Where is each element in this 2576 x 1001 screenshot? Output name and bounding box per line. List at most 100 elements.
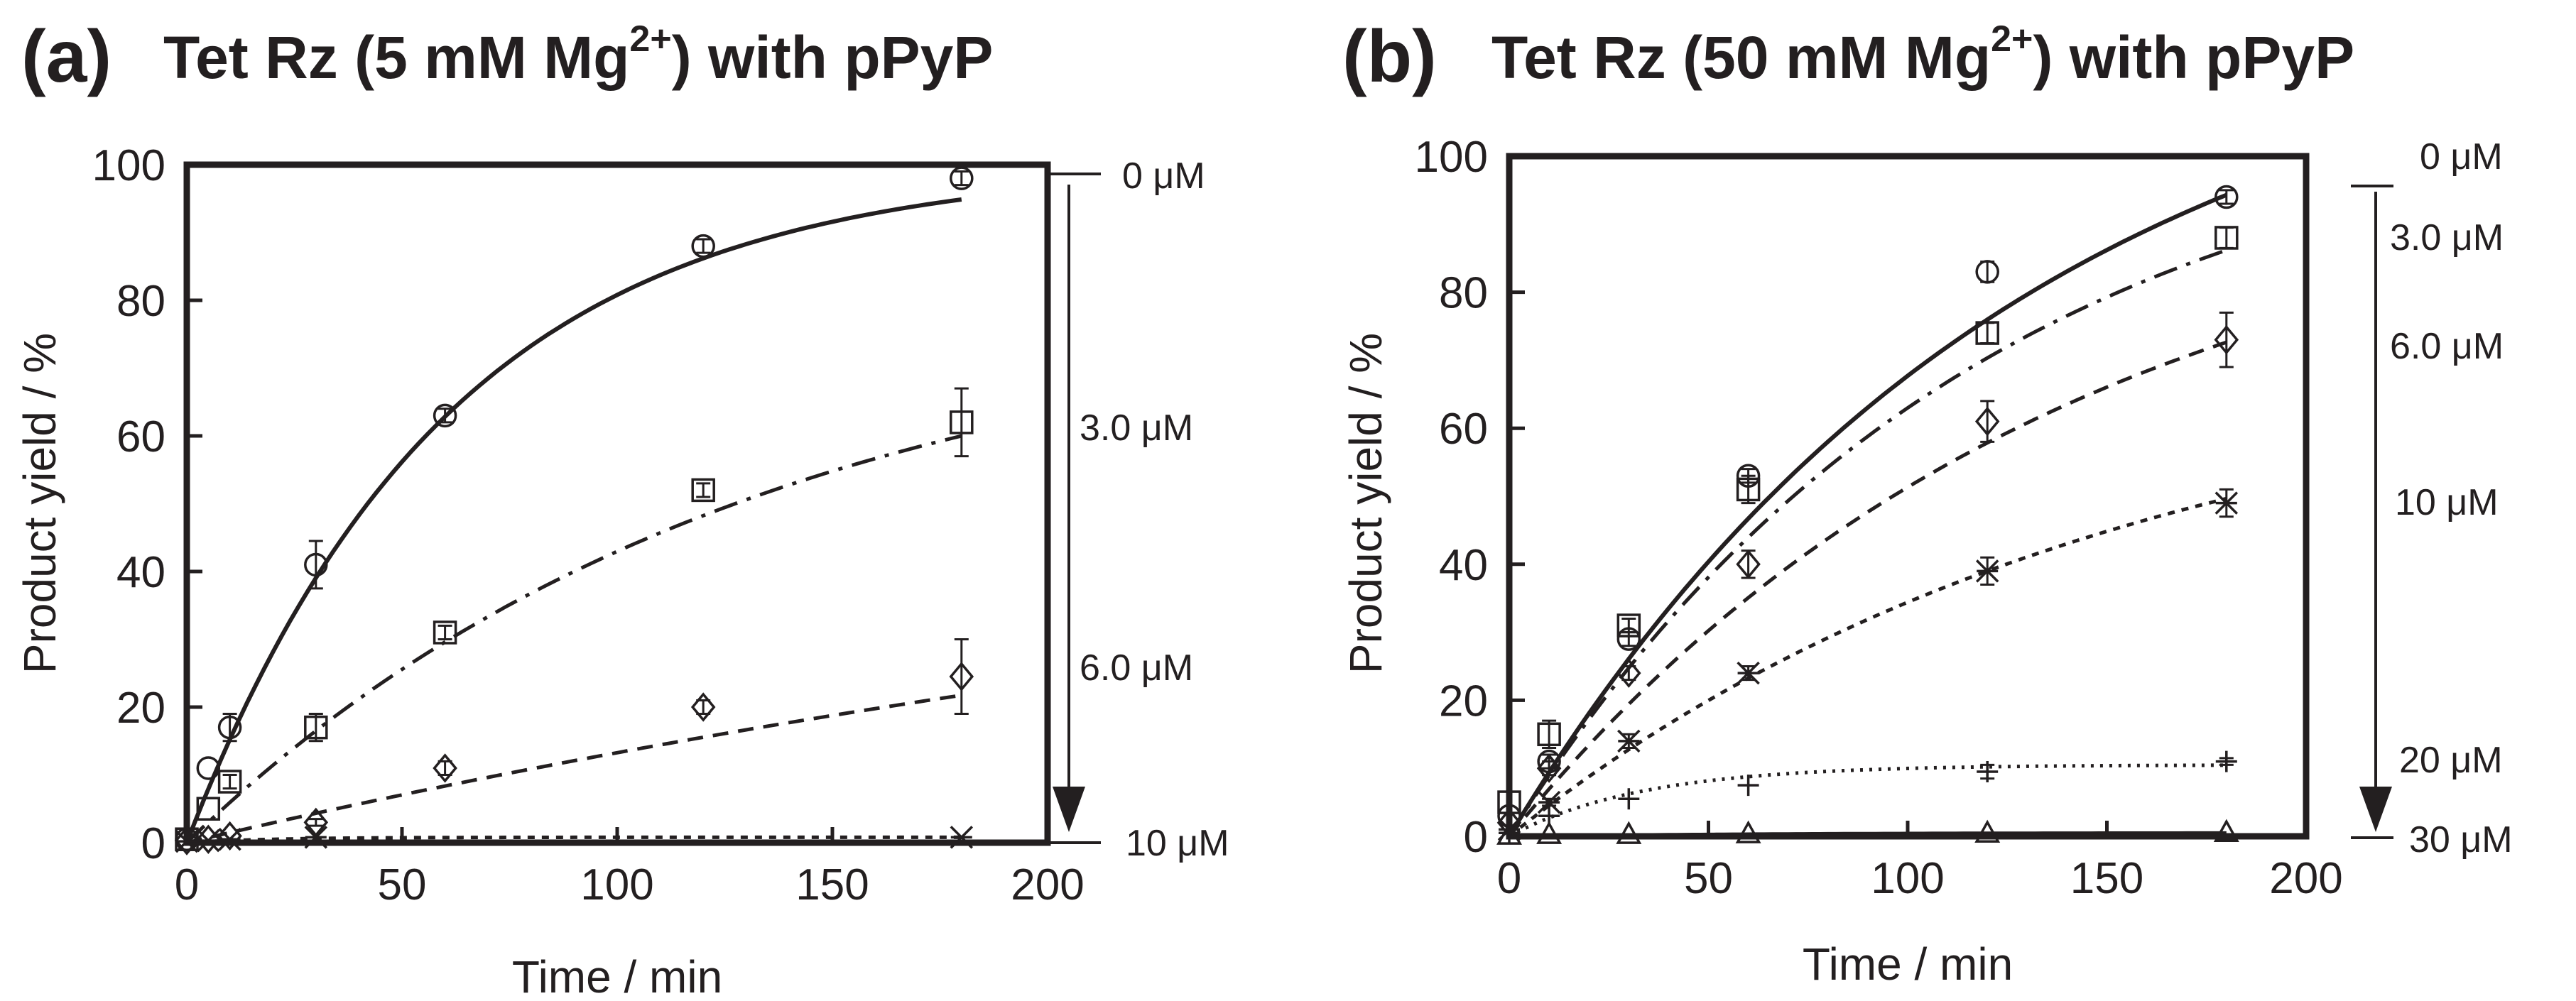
a-x-tick-label: 50 (378, 860, 427, 909)
panel-a-data-points (174, 166, 974, 855)
a-y-tick-label: 80 (116, 277, 165, 326)
a-series-0-point (196, 756, 221, 780)
a-x-tick-label: 200 (1011, 860, 1084, 909)
b-series-0-point (1975, 260, 1999, 284)
b-y-tick-label: 0 (1464, 813, 1488, 862)
panel-b-conc-label-0: 0 μM (2420, 136, 2503, 177)
b-series-2-point (2214, 311, 2239, 368)
panel-b-conc-label-2: 6.0 μM (2390, 326, 2504, 367)
panel-a-title: Tet Rz (5 mM Mg2+) with pPyP (163, 18, 993, 91)
a-series-2-point (303, 807, 329, 838)
a-series-3-point (197, 828, 220, 853)
b-series-1-point (1975, 321, 1999, 345)
panel-a-y-axis-label: Product yield / % (14, 333, 65, 674)
b-series-4-point (1737, 775, 1759, 797)
a-series-0-point (304, 540, 328, 590)
panel-a-label: (a) (21, 16, 112, 98)
b-y-tick-label: 20 (1439, 677, 1488, 726)
panel-b-conc-label-3: 10 μM (2395, 482, 2499, 523)
a-series-2-point (949, 638, 974, 716)
a-series-2-point (690, 692, 716, 722)
a-series-2-point (433, 753, 457, 783)
b-y-tick-label: 40 (1439, 541, 1488, 590)
b-series-1-point (1537, 719, 1561, 749)
b-series-3-point (2214, 488, 2239, 518)
b-series-5-point (1735, 820, 1761, 843)
a-series-0-point (691, 234, 715, 258)
panel-a-ticks: 0 50 100 150 200 0 20 40 60 80 100 (92, 141, 1085, 909)
a-fit-curve-1 (185, 434, 962, 844)
a-series-1-point (196, 797, 221, 821)
b-series-5-point (1496, 821, 1522, 845)
a-series-3-point (175, 829, 199, 853)
a-y-tick-label: 20 (116, 684, 165, 733)
a-y-tick-label: 100 (92, 141, 165, 190)
panel-b-x-axis-label: Time / min (1803, 939, 2013, 990)
b-series-3-point (1617, 729, 1641, 753)
panel-b-label: (b) (1342, 16, 1437, 98)
panel-b-conc-label-1: 3.0 μM (2390, 217, 2504, 258)
b-series-5-point (1616, 821, 1642, 844)
b-x-tick-label: 100 (1871, 854, 1944, 903)
a-x-tick-label: 150 (795, 860, 869, 909)
a-series-1-point (950, 387, 974, 458)
panel-a-x-axis-label: Time / min (512, 951, 722, 1001)
b-y-tick-label: 60 (1439, 405, 1488, 454)
a-fit-curve-2 (186, 693, 962, 845)
b-series-0-point (2214, 185, 2239, 209)
panel-b-conc-label-5: 30 μM (2409, 819, 2513, 860)
a-series-3-point (304, 826, 328, 849)
panel-a-conc-arrow-head (1053, 787, 1085, 832)
b-series-3-point (1537, 790, 1561, 814)
a-y-tick-label: 40 (116, 548, 165, 597)
b-fit-curve-1 (1507, 248, 2227, 838)
panel-b-conc-arrow-head (2359, 787, 2392, 832)
b-fit-curve-3 (1508, 496, 2227, 838)
b-series-3-point (1975, 556, 1999, 586)
a-series-2-point (174, 826, 200, 855)
a-series-0-point (217, 713, 242, 743)
a-series-1-point (217, 770, 242, 794)
panel-a-conc-label-0: 0 μM (1122, 155, 1205, 197)
b-series-5-point (1974, 819, 2001, 843)
a-series-0-point (950, 166, 974, 190)
b-x-tick-label: 200 (2269, 854, 2342, 903)
panel-b-conc-label-4: 20 μM (2399, 740, 2503, 781)
a-x-tick-label: 0 (175, 860, 199, 909)
b-series-4-point (1618, 788, 1640, 810)
panel-b-fit-curves (1507, 192, 2227, 838)
panel-a: (a) Tet Rz (5 mM Mg2+) with pPyP 0 50 100 1… (14, 16, 1229, 1001)
a-fit-curve-0 (185, 197, 962, 844)
b-series-3-point (1737, 661, 1760, 685)
panel-a-conc-label-1: 3.0 μM (1080, 407, 1193, 449)
a-y-tick-label: 0 (141, 819, 165, 868)
a-series-0-point (433, 403, 457, 428)
panel-b-data-points (1496, 185, 2239, 845)
a-y-tick-label: 60 (116, 412, 165, 461)
panel-b: (b) Tet Rz (50 mM Mg2+) with pPyP 0 50 100… (1340, 16, 2513, 990)
a-x-tick-label: 100 (580, 860, 653, 909)
b-series-2-point (1974, 400, 2000, 443)
b-x-tick-label: 50 (1684, 854, 1733, 903)
panel-a-conc-label-2: 6.0 μM (1080, 647, 1193, 689)
b-x-tick-label: 0 (1497, 854, 1521, 903)
b-series-1-point (1497, 790, 1521, 814)
a-series-1-point (433, 620, 457, 645)
panel-b-y-axis-label: Product yield / % (1340, 333, 1391, 674)
b-series-1-point (1616, 613, 1641, 638)
a-series-3-point (950, 826, 974, 849)
b-y-tick-label: 80 (1439, 269, 1488, 318)
b-x-tick-label: 150 (2070, 854, 2143, 903)
b-series-2-point (1536, 753, 1562, 783)
b-series-4-point (2215, 750, 2237, 772)
b-series-2-point (1736, 549, 1761, 579)
b-fit-curve-5 (1509, 831, 2227, 838)
panel-a-fit-curves (185, 197, 962, 845)
b-fit-curve-2 (1508, 340, 2227, 838)
panel-b-ticks: 0 50 100 150 200 0 20 40 60 80 100 (1415, 133, 2343, 903)
a-series-3-point (218, 827, 241, 851)
panel-a-conc-label-3: 10 μM (1126, 823, 1229, 864)
b-series-4-point (1977, 760, 1999, 782)
b-series-5-point (2213, 819, 2239, 843)
